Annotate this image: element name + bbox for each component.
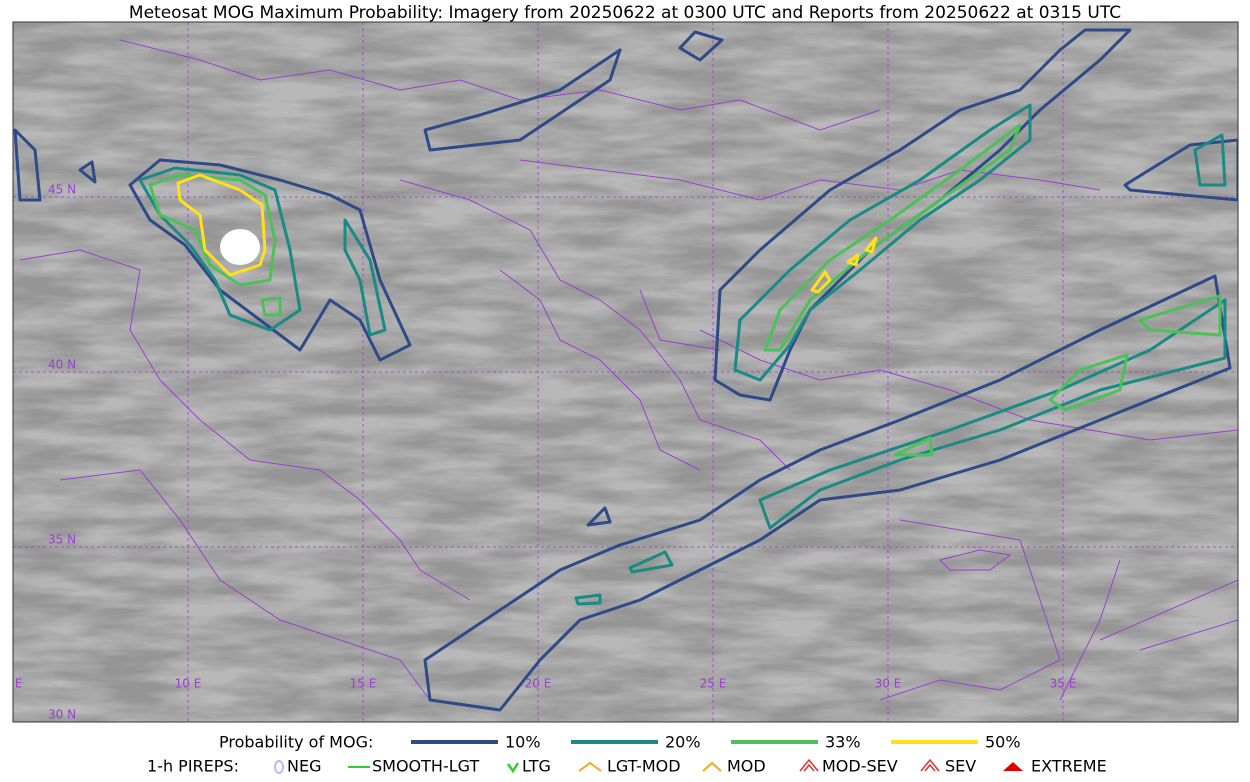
pirep-label: LTG	[522, 757, 551, 776]
lon-label: 5 E	[3, 677, 22, 691]
pirep-label: SEV	[945, 757, 976, 776]
lon-label: 10 E	[175, 677, 202, 691]
title: Meteosat MOG Maximum Probability: Imager…	[129, 3, 1121, 23]
legend-label: 33%	[825, 733, 861, 752]
legend-label: 10%	[505, 733, 541, 752]
pirep-icon	[274, 760, 284, 774]
pirep-label: MOD	[727, 757, 766, 776]
pirep-label: SMOOTH-LGT	[372, 757, 479, 776]
pirep-icon	[920, 758, 940, 772]
lon-label: 35 E	[1050, 677, 1077, 691]
lon-label: 25 E	[700, 677, 727, 691]
lon-label: 30 E	[875, 677, 902, 691]
lon-label: 15 E	[350, 677, 377, 691]
pirep-icon	[799, 758, 819, 772]
pirep-icon	[506, 762, 520, 774]
graticule	[13, 22, 1238, 722]
lat-label: 40 N	[48, 358, 76, 372]
legend-label: 20%	[665, 733, 701, 752]
legend-title: 1-h PIREPS:	[147, 757, 239, 776]
coordinate-labels: 45 N 40 N 35 N 30 N 5 E 10 E 15 E 20 E 25 E 30 E 3…	[3, 183, 1077, 722]
lat-label: 30 N	[48, 708, 76, 722]
cloud-core	[220, 229, 260, 265]
pirep-icon	[1003, 762, 1023, 771]
pirep-label: NEG	[287, 757, 321, 776]
map: 45 N 40 N 35 N 30 N 5 E 10 E 15 E 20 E 25 E 30 E 3…	[3, 22, 1238, 722]
borders	[19, 39, 1238, 701]
pirep-icon	[702, 761, 722, 772]
pirep-label: EXTREME	[1031, 757, 1107, 776]
contours	[13, 28, 1238, 712]
lat-label: 45 N	[48, 183, 76, 197]
legend-label: 50%	[985, 733, 1021, 752]
pirep-label: MOD-SEV	[822, 757, 898, 776]
map-frame	[12, 21, 1239, 723]
lat-label: 35 N	[48, 533, 76, 547]
pirep-icon	[578, 761, 602, 772]
legend: Probability of MOG: 10% 20% 33% 50% 1-h PIREP…	[147, 733, 1107, 776]
pirep-label: LGT-MOD	[607, 757, 681, 776]
legend-title: Probability of MOG:	[219, 733, 373, 752]
lon-label: 20 E	[525, 677, 552, 691]
